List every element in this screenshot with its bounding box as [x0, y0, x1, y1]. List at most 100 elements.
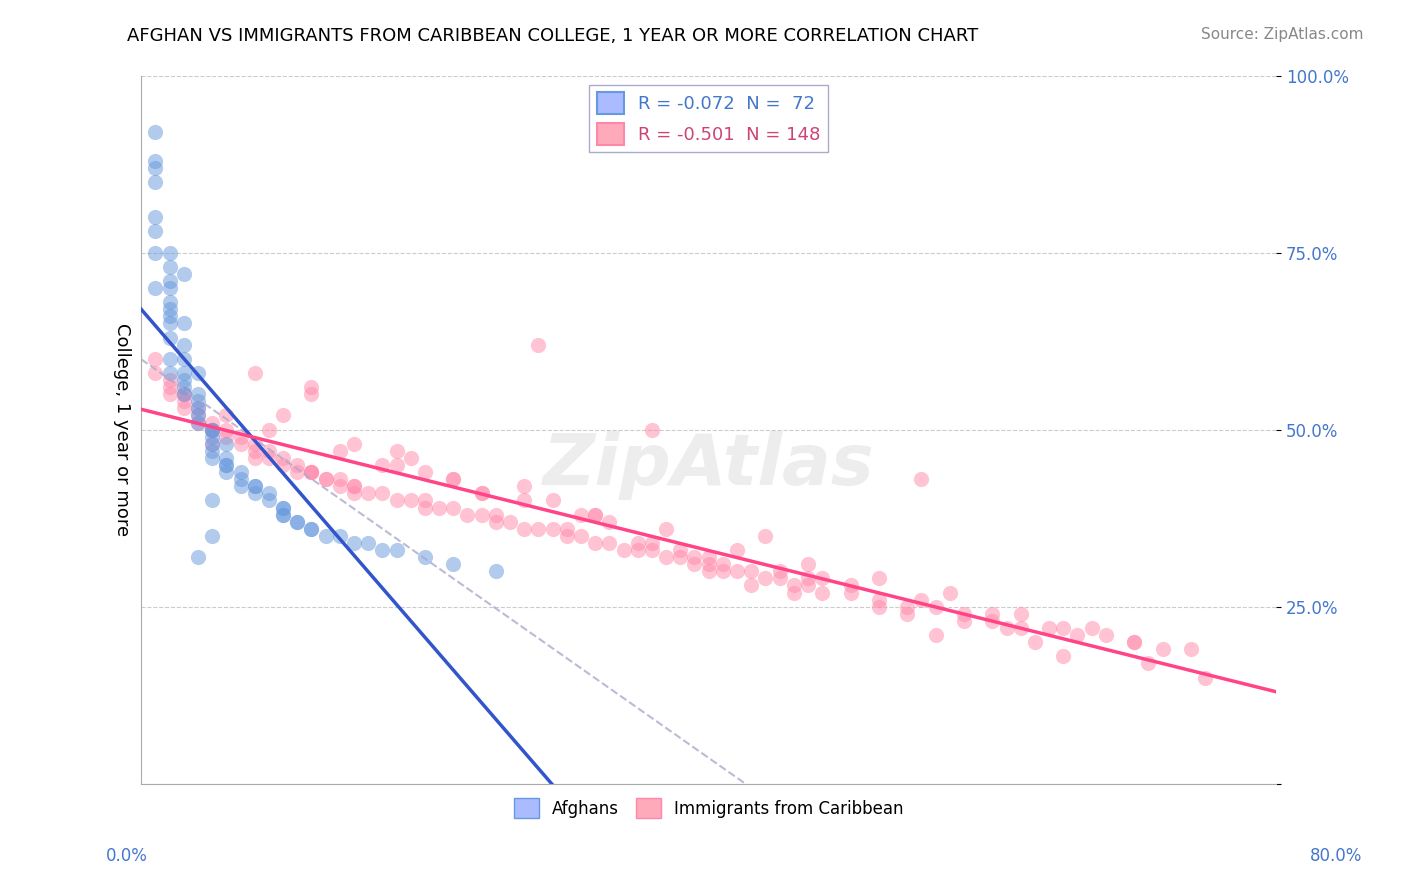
Point: [187, 416, 209, 430]
Point: [711, 564, 734, 578]
Point: [187, 550, 209, 565]
Text: AFGHAN VS IMMIGRANTS FROM CARIBBEAN COLLEGE, 1 YEAR OR MORE CORRELATION CHART: AFGHAN VS IMMIGRANTS FROM CARIBBEAN COLL…: [127, 27, 977, 45]
Point: [868, 571, 890, 585]
Point: [627, 543, 650, 558]
Point: [981, 614, 1004, 628]
Point: [797, 571, 820, 585]
Point: [385, 458, 408, 472]
Point: [655, 550, 678, 565]
Point: [399, 493, 422, 508]
Point: [527, 337, 550, 351]
Point: [159, 330, 181, 344]
Point: [413, 465, 436, 479]
Point: [187, 401, 209, 416]
Point: [413, 500, 436, 515]
Point: [301, 522, 323, 536]
Point: [471, 486, 494, 500]
Point: [583, 536, 606, 550]
Y-axis label: College, 1 year or more: College, 1 year or more: [114, 323, 131, 536]
Point: [215, 458, 238, 472]
Point: [385, 443, 408, 458]
Point: [187, 366, 209, 380]
Point: [740, 578, 762, 592]
Point: [271, 508, 294, 522]
Point: [243, 479, 266, 493]
Point: [683, 550, 706, 565]
Point: [357, 486, 380, 500]
Point: [343, 479, 366, 493]
Point: [1123, 635, 1146, 649]
Point: [315, 472, 337, 486]
Point: [145, 366, 167, 380]
Point: [583, 508, 606, 522]
Point: [669, 543, 692, 558]
Point: [740, 564, 762, 578]
Point: [215, 465, 238, 479]
Point: [924, 599, 946, 614]
Point: [173, 387, 195, 401]
Point: [229, 465, 252, 479]
Point: [173, 373, 195, 387]
Point: [315, 529, 337, 543]
Point: [797, 557, 820, 571]
Point: [257, 423, 280, 437]
Point: [159, 260, 181, 274]
Point: [173, 366, 195, 380]
Point: [343, 536, 366, 550]
Point: [1123, 635, 1146, 649]
Point: [924, 628, 946, 642]
Point: [257, 443, 280, 458]
Point: [301, 380, 323, 394]
Point: [655, 522, 678, 536]
Point: [1010, 607, 1032, 621]
Point: [271, 500, 294, 515]
Point: [187, 416, 209, 430]
Point: [697, 557, 720, 571]
Point: [329, 443, 352, 458]
Point: [257, 486, 280, 500]
Point: [159, 373, 181, 387]
Point: [1180, 642, 1202, 657]
Legend: Afghans, Immigrants from Caribbean: Afghans, Immigrants from Caribbean: [508, 791, 910, 825]
Point: [910, 472, 932, 486]
Point: [229, 472, 252, 486]
Point: [1052, 649, 1074, 664]
Point: [527, 522, 550, 536]
Point: [371, 486, 394, 500]
Point: [641, 423, 664, 437]
Point: [981, 607, 1004, 621]
Point: [173, 387, 195, 401]
Point: [441, 472, 464, 486]
Point: [627, 536, 650, 550]
Point: [201, 423, 224, 437]
Point: [145, 175, 167, 189]
Point: [612, 543, 634, 558]
Point: [385, 543, 408, 558]
Point: [896, 599, 918, 614]
Point: [201, 416, 224, 430]
Point: [229, 479, 252, 493]
Point: [145, 210, 167, 224]
Point: [1194, 671, 1216, 685]
Point: [939, 585, 962, 599]
Point: [485, 564, 508, 578]
Point: [145, 351, 167, 366]
Point: [271, 500, 294, 515]
Point: [995, 621, 1018, 635]
Point: [471, 508, 494, 522]
Text: 0.0%: 0.0%: [105, 847, 148, 865]
Point: [243, 443, 266, 458]
Point: [768, 571, 790, 585]
Point: [811, 571, 834, 585]
Point: [187, 387, 209, 401]
Point: [953, 614, 976, 628]
Point: [173, 351, 195, 366]
Point: [257, 450, 280, 465]
Point: [301, 387, 323, 401]
Point: [159, 317, 181, 331]
Point: [910, 592, 932, 607]
Point: [243, 450, 266, 465]
Point: [555, 522, 578, 536]
Point: [301, 465, 323, 479]
Point: [145, 125, 167, 139]
